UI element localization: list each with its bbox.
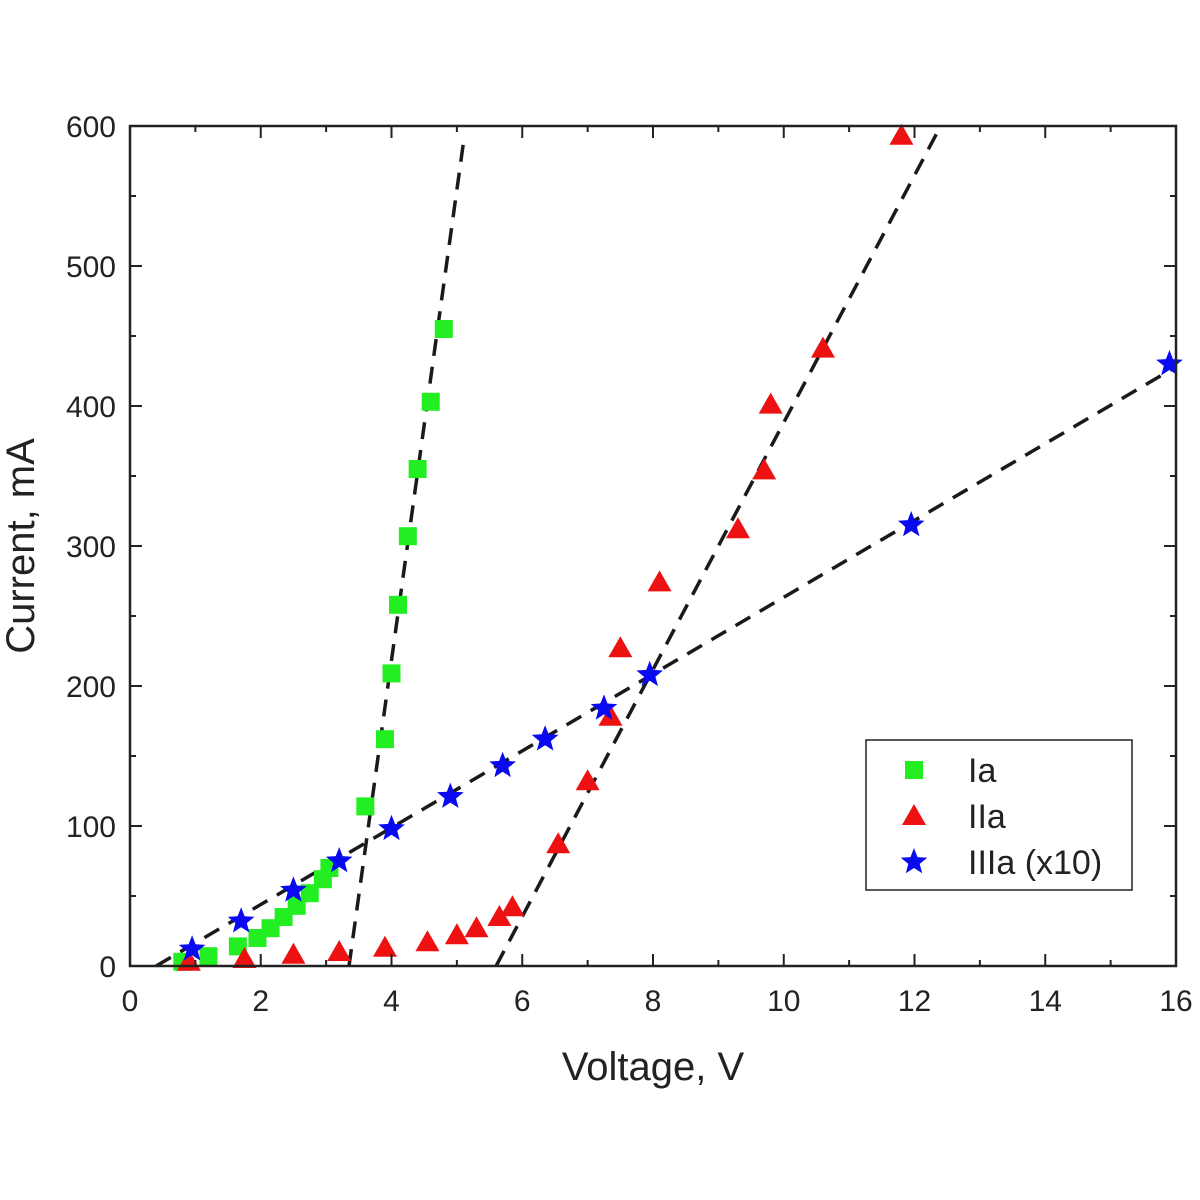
data-point-iiia-x10 (325, 847, 353, 873)
x-tick-label: 12 (898, 985, 931, 1018)
data-point-iia (889, 123, 914, 145)
data-point-ia (300, 884, 319, 903)
data-point-iiia-x10 (437, 782, 464, 808)
x-tick-label: 10 (767, 985, 800, 1018)
data-point-iiia-x10 (636, 660, 663, 687)
data-point-iia (487, 905, 512, 926)
legend-label-iia: IIa (968, 798, 1006, 836)
data-point-ia (375, 730, 394, 749)
data-point-iia (810, 336, 835, 358)
x-tick-label: 4 (383, 985, 400, 1018)
y-axis-title: Current, mA (0, 438, 43, 654)
data-point-iiia-x10 (531, 725, 559, 751)
data-markers (173, 123, 1183, 971)
data-point-iia (444, 923, 469, 945)
data-point-iiia-x10 (489, 751, 516, 778)
legend-label-ia: Ia (968, 752, 996, 790)
data-point-ia (389, 595, 408, 614)
x-tick-label: 14 (1029, 985, 1062, 1018)
data-point-ia (398, 527, 417, 546)
legend: Ia IIa IIIa (x10) (865, 739, 1133, 891)
data-point-ia (421, 392, 440, 411)
data-point-iia (608, 636, 633, 658)
data-point-iiia-x10 (227, 907, 255, 933)
data-point-iiia-x10 (897, 511, 925, 537)
data-point-iiia-x10 (378, 814, 405, 841)
data-point-iia (752, 458, 777, 480)
data-point-iia (758, 392, 783, 414)
data-point-iia (725, 517, 750, 539)
data-point-ia (199, 947, 218, 966)
y-tick-label: 400 (66, 391, 116, 424)
data-point-iiia-x10 (590, 694, 618, 720)
data-point-iia (500, 895, 525, 917)
data-point-iia (575, 769, 600, 791)
data-point-iiia-x10 (178, 935, 206, 961)
data-point-iia (281, 942, 306, 964)
y-tick-label: 600 (66, 111, 116, 144)
x-tick-label: 8 (645, 985, 662, 1018)
legend-marker-iiia-x10 (900, 848, 928, 874)
legend-marker-ia (905, 761, 923, 779)
x-axis-title: Voltage, V (562, 1045, 745, 1089)
axis-ticks: 0 2 4 6 8 10 12 14 16 0 100 200 300 400 500 600 (66, 111, 1193, 1018)
data-point-ia (382, 664, 401, 683)
data-point-ia (408, 460, 427, 478)
data-point-ia (434, 320, 453, 338)
y-tick-label: 200 (66, 671, 116, 704)
x-tick-label: 6 (514, 985, 531, 1018)
data-point-iia (327, 940, 352, 961)
y-tick-label: 100 (66, 811, 116, 844)
y-tick-label: 500 (66, 251, 116, 284)
data-point-iia (546, 832, 571, 854)
data-point-iiia-x10 (280, 876, 307, 902)
data-point-iiia-x10 (1156, 350, 1183, 376)
legend-label-iiia-x10: IIIa (x10) (968, 844, 1102, 882)
x-tick-label: 0 (122, 985, 139, 1018)
data-point-iia (232, 947, 257, 968)
legend-marker-iia (902, 804, 926, 825)
data-point-iia (647, 570, 672, 592)
x-tick-label: 16 (1159, 985, 1192, 1018)
data-point-iia (464, 916, 489, 938)
data-point-ia (356, 797, 375, 816)
fit-line-iia (494, 125, 943, 967)
y-tick-label: 0 (99, 951, 116, 984)
data-point-iia (415, 930, 440, 952)
data-point-iia (372, 935, 397, 957)
y-tick-label: 300 (66, 531, 116, 564)
x-tick-label: 2 (252, 985, 269, 1018)
